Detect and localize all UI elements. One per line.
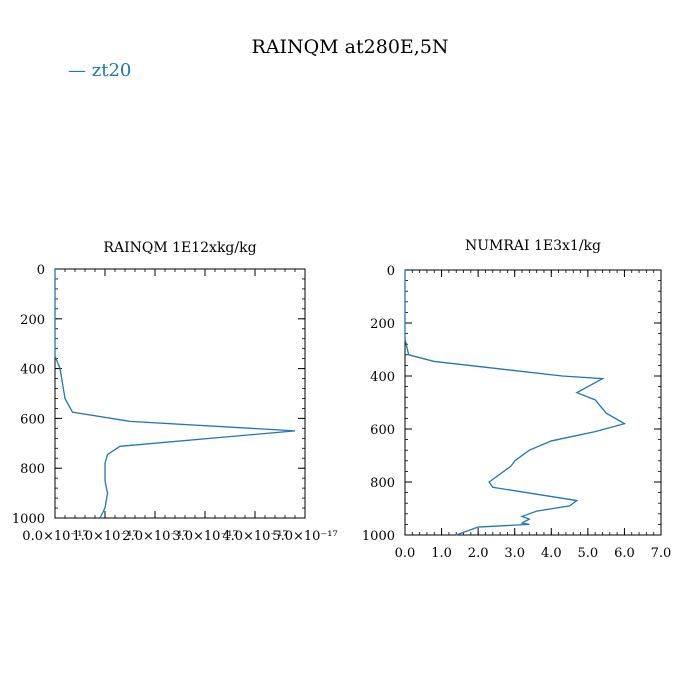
y-tick-label: 600 [370,423,395,438]
x-tick-label: 0.0 [395,546,416,561]
y-tick-label: 400 [370,370,395,385]
x-tick-label: 6.0 [614,546,635,561]
y-tick-label: 1000 [12,512,45,527]
x-tick-label: 2.0 [468,546,489,561]
x-tick-label: 5.0×10⁻¹⁷ [272,529,337,544]
y-tick-label: 1000 [362,529,395,544]
legend-label: zt20 [91,60,132,81]
x-tick-label: 2.0×10⁻¹⁷ [122,529,187,544]
plot-frame [404,269,662,536]
x-tick-label: 3.0×10⁻¹⁷ [172,529,237,544]
series-line-zt20 [54,269,296,519]
y-tick-label: 800 [370,476,395,491]
y-tick-label: 200 [20,313,45,328]
subplot-title: RAINQM 1E12xkg/kg [103,240,256,256]
x-tick-label: 7.0 [651,546,672,561]
x-tick-label: 1.0×10⁻¹⁷ [72,529,137,544]
subplot-title: NUMRAI 1E3x1/kg [465,238,601,254]
y-tick-label: 800 [20,462,45,477]
series-line-zt20 [404,270,627,536]
subplot-1: RAINQM 1E12xkg/kg 0.0×10⁻¹⁷1.0×10⁻¹⁷2.0×1… [12,240,338,544]
y-tick-label: 400 [20,363,45,378]
x-tick-label: 3.0 [504,546,525,561]
y-tick-label: 600 [20,412,45,427]
x-tick-label: 4.0 [541,546,562,561]
y-tick-label: 0 [37,263,45,278]
y-tick-label: 0 [387,264,395,279]
y-tick-label: 200 [370,317,395,332]
x-tick-label: 4.0×10⁻¹⁷ [222,529,287,544]
plot-frame [54,268,306,519]
legend: — zt20 [68,60,131,81]
x-tick-label: 1.0 [431,546,452,561]
legend-line-marker: — [68,60,86,81]
x-tick-label: 0.0×10⁻¹⁷ [22,529,87,544]
figure-title: RAINQM at280E,5N [251,36,449,58]
x-tick-label: 5.0 [578,546,599,561]
subplot-2: NUMRAI 1E3x1/kg 0.0 1.0 2.0 3.0 4.0 5.0 6.0 7.0 0… [362,238,671,561]
